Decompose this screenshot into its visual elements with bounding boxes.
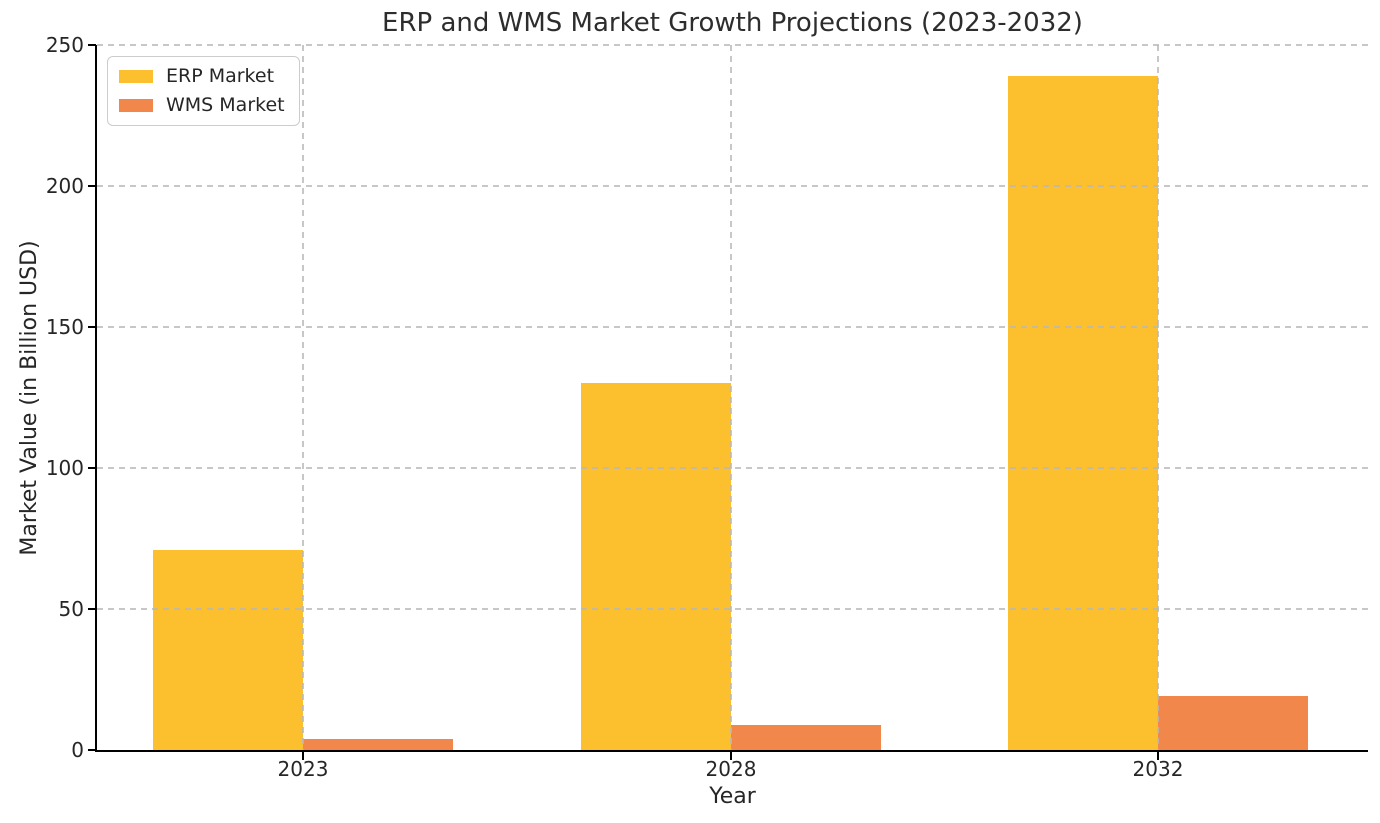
y-tick-mark-250 (88, 44, 96, 46)
x-tick-label-2023: 2023 (277, 757, 329, 781)
y-axis-label: Market Value (in Billion USD) (17, 240, 42, 556)
y-tick-label-150: 150 (45, 315, 84, 339)
chart-title: ERP and WMS Market Growth Projections (2… (382, 8, 1083, 38)
y-tick-label-0: 0 (71, 738, 84, 762)
gridline-y-250 (97, 44, 1368, 46)
x-axis-label: Year (709, 784, 756, 809)
bar-erp-market-2023 (153, 549, 303, 750)
y-tick-label-50: 50 (58, 597, 84, 621)
y-tick-label-250: 250 (45, 33, 84, 57)
legend-label-wms: WMS Market (166, 94, 285, 116)
bar-erp-market-2032 (1008, 76, 1158, 750)
wms-market-swatch (119, 99, 153, 112)
x-tick-mark-2023 (302, 752, 304, 760)
y-tick-mark-50 (88, 608, 96, 610)
x-tick-mark-2028 (730, 752, 732, 760)
gridline-y-150 (97, 326, 1368, 328)
x-tick-label-2032: 2032 (1132, 757, 1184, 781)
legend-label-erp: ERP Market (166, 65, 275, 87)
y-tick-label-200: 200 (45, 174, 84, 198)
legend-entry-erp: ERP Market (119, 66, 285, 87)
x-tick-label-2028: 2028 (705, 757, 757, 781)
y-tick-mark-200 (88, 185, 96, 187)
plot-area: ERP Market WMS Market (95, 44, 1368, 752)
erp-market-swatch (119, 70, 153, 83)
x-axis-line (95, 750, 1368, 752)
y-tick-mark-0 (88, 749, 96, 751)
bar-erp-market-2028 (581, 383, 731, 750)
x-tick-mark-2032 (1157, 752, 1159, 760)
gridline-y-200 (97, 185, 1368, 187)
bar-wms-market-2032 (1158, 696, 1308, 750)
y-tick-mark-100 (88, 467, 96, 469)
legend-entry-wms: WMS Market (119, 95, 285, 116)
y-tick-label-100: 100 (45, 456, 84, 480)
gridline-y-100 (97, 467, 1368, 469)
bar-wms-market-2023 (303, 738, 453, 750)
bar-wms-market-2028 (731, 724, 881, 750)
y-tick-mark-150 (88, 326, 96, 328)
y-axis-line (95, 45, 97, 752)
legend: ERP Market WMS Market (107, 56, 300, 126)
